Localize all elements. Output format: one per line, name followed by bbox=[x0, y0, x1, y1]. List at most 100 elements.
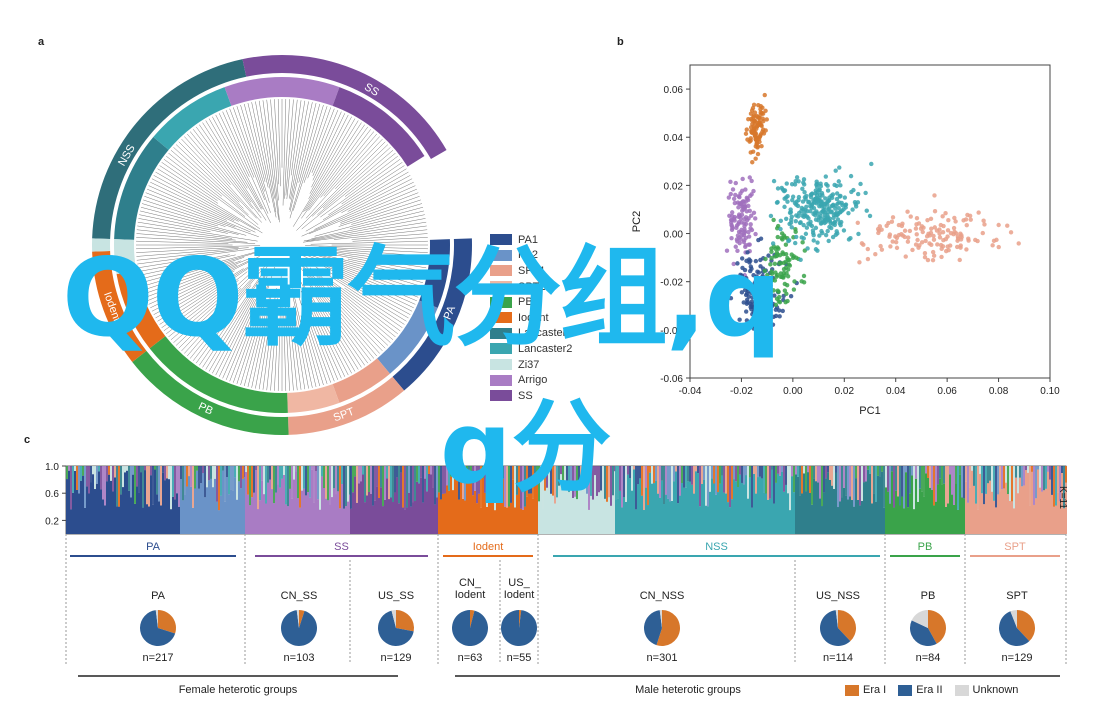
group-label: PA bbox=[146, 541, 160, 553]
structure-bar bbox=[763, 492, 765, 534]
structure-bar bbox=[329, 504, 331, 534]
structure-bar bbox=[257, 466, 259, 509]
structure-bar bbox=[273, 466, 275, 503]
structure-bar bbox=[817, 483, 819, 534]
structure-bar bbox=[186, 466, 188, 486]
structure-bar bbox=[210, 466, 212, 479]
structure-bar bbox=[737, 466, 739, 487]
structure-bar bbox=[983, 504, 985, 534]
structure-bar bbox=[94, 466, 96, 489]
structure-bar bbox=[807, 472, 809, 534]
structure-bar bbox=[879, 477, 881, 534]
structure-bar bbox=[843, 488, 845, 534]
structure-bar bbox=[949, 474, 951, 534]
structure-bar bbox=[937, 466, 939, 484]
structure-bar bbox=[406, 466, 408, 508]
structure-bar bbox=[166, 478, 168, 534]
structure-bar bbox=[629, 478, 631, 534]
structure-bar bbox=[989, 481, 991, 534]
structure-bar bbox=[917, 466, 919, 502]
structure-bar bbox=[799, 466, 801, 496]
structure-bar bbox=[606, 502, 608, 534]
structure-bar bbox=[949, 466, 951, 474]
structure-bar bbox=[729, 466, 731, 507]
structure-bar bbox=[275, 493, 277, 534]
structure-bar bbox=[106, 481, 108, 534]
structure-bar bbox=[360, 466, 362, 481]
structure-bar bbox=[307, 492, 309, 534]
structure-bar bbox=[480, 508, 482, 534]
structure-bar bbox=[673, 481, 675, 534]
pie-count: n=301 bbox=[647, 652, 678, 664]
structure-bar bbox=[995, 466, 997, 507]
structure-bar bbox=[813, 478, 815, 534]
structure-bar bbox=[1041, 466, 1043, 492]
structure-bar bbox=[965, 482, 967, 534]
structure-bar bbox=[657, 466, 659, 494]
structure-bar bbox=[799, 496, 801, 534]
structure-bar bbox=[200, 466, 202, 483]
structure-bar bbox=[883, 466, 885, 508]
structure-bar bbox=[991, 466, 993, 492]
structure-bar bbox=[253, 466, 255, 493]
structure-bar bbox=[781, 472, 783, 534]
structure-bar bbox=[819, 466, 821, 499]
structure-bar bbox=[753, 474, 755, 534]
structure-bar bbox=[396, 466, 398, 477]
structure-bar bbox=[1047, 466, 1049, 472]
structure-bar bbox=[941, 484, 943, 534]
structure-bar bbox=[669, 501, 671, 534]
structure-bar bbox=[220, 466, 222, 496]
structure-bar bbox=[424, 466, 426, 479]
structure-bar bbox=[717, 466, 719, 492]
structure-bar bbox=[92, 474, 94, 534]
structure-bar bbox=[412, 466, 414, 502]
structure-bar bbox=[90, 482, 92, 534]
structure-bar bbox=[136, 466, 138, 486]
structure-bar bbox=[641, 466, 643, 496]
structure-bar bbox=[767, 466, 769, 500]
structure-bar bbox=[661, 466, 663, 481]
structure-bar bbox=[325, 466, 327, 499]
pie-count: n=55 bbox=[507, 652, 532, 664]
structure-bar bbox=[114, 466, 116, 477]
structure-bar bbox=[514, 507, 516, 534]
structure-bar bbox=[951, 466, 953, 495]
structure-bar bbox=[86, 466, 88, 486]
structure-bar bbox=[184, 466, 186, 494]
structure-bar bbox=[313, 503, 315, 534]
structure-bar bbox=[126, 471, 128, 534]
structure-bar bbox=[957, 466, 959, 510]
structure-bar bbox=[779, 466, 781, 476]
pie-name: PA bbox=[151, 590, 165, 602]
structure-bar bbox=[785, 466, 787, 485]
structure-bar bbox=[671, 466, 673, 501]
structure-bar bbox=[973, 486, 975, 534]
structure-bar bbox=[647, 466, 649, 505]
structure-bar bbox=[653, 483, 655, 534]
structure-bar bbox=[295, 471, 297, 534]
structure-bar bbox=[1043, 466, 1045, 490]
structure-bar bbox=[412, 502, 414, 534]
structure-bar bbox=[186, 486, 188, 534]
structure-bar bbox=[759, 466, 761, 477]
structure-bar bbox=[226, 466, 228, 477]
pie-name: PB bbox=[921, 590, 936, 602]
structure-bar bbox=[997, 466, 999, 494]
structure-bar bbox=[188, 466, 190, 476]
structure-bar bbox=[400, 466, 402, 473]
structure-bar bbox=[319, 510, 321, 534]
structure-bar bbox=[627, 466, 629, 475]
structure-bar bbox=[885, 487, 887, 534]
structure-bar bbox=[398, 503, 400, 534]
structure-bar bbox=[74, 466, 76, 471]
structure-bar bbox=[390, 466, 392, 497]
structure-bar bbox=[263, 494, 265, 534]
structure-bar bbox=[895, 466, 897, 491]
structure-bar bbox=[144, 466, 146, 470]
structure-bar bbox=[635, 509, 637, 534]
pie-chart bbox=[644, 610, 680, 646]
structure-bar bbox=[1001, 489, 1003, 534]
structure-bar bbox=[1021, 486, 1023, 534]
structure-bar bbox=[935, 466, 937, 502]
